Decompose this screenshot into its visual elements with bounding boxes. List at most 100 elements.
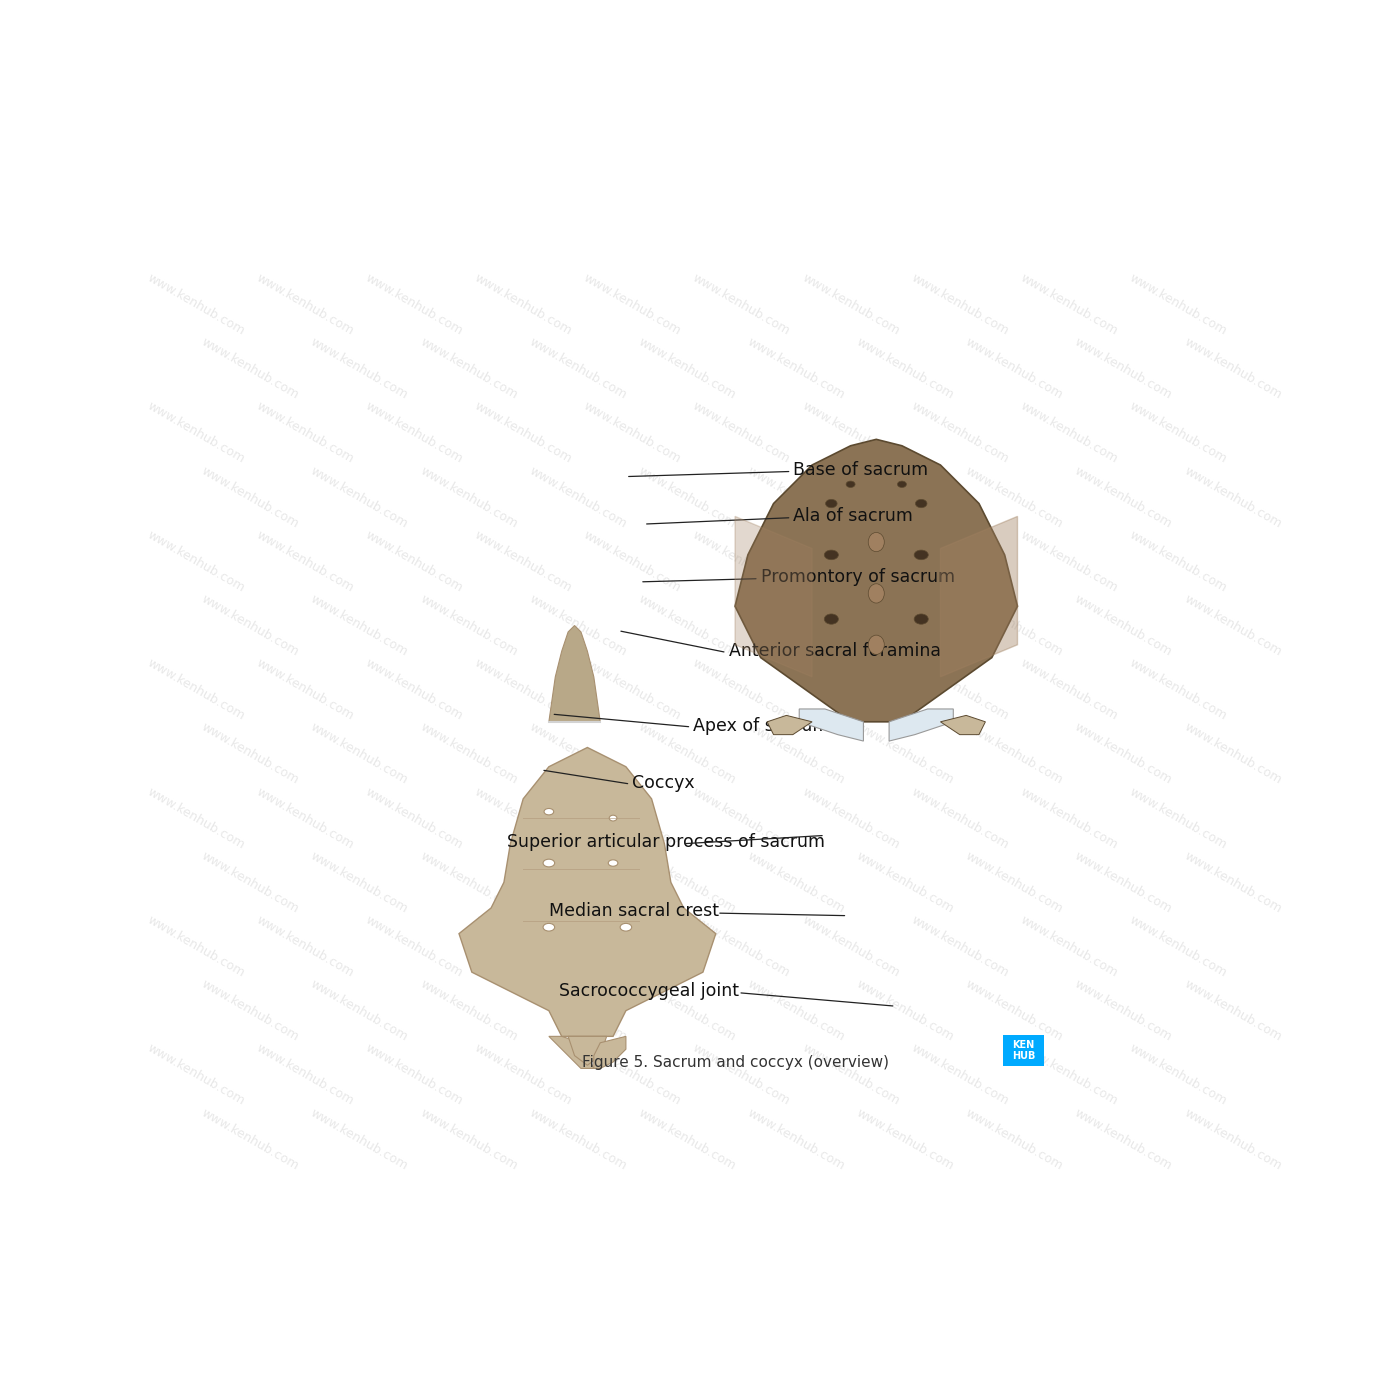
Text: www.kenhub.com: www.kenhub.com bbox=[581, 1042, 683, 1107]
Text: www.kenhub.com: www.kenhub.com bbox=[144, 528, 246, 595]
Text: Apex of sacrum: Apex of sacrum bbox=[693, 717, 830, 735]
Text: www.kenhub.com: www.kenhub.com bbox=[1018, 913, 1120, 980]
Text: www.kenhub.com: www.kenhub.com bbox=[199, 592, 301, 659]
Text: www.kenhub.com: www.kenhub.com bbox=[963, 977, 1065, 1044]
Text: www.kenhub.com: www.kenhub.com bbox=[308, 463, 410, 531]
Text: www.kenhub.com: www.kenhub.com bbox=[581, 272, 683, 337]
Text: www.kenhub.com: www.kenhub.com bbox=[308, 977, 410, 1044]
Text: www.kenhub.com: www.kenhub.com bbox=[253, 657, 356, 722]
Text: www.kenhub.com: www.kenhub.com bbox=[417, 977, 519, 1044]
Text: www.kenhub.com: www.kenhub.com bbox=[909, 785, 1011, 851]
Text: www.kenhub.com: www.kenhub.com bbox=[745, 977, 847, 1044]
Text: www.kenhub.com: www.kenhub.com bbox=[909, 272, 1011, 337]
Text: www.kenhub.com: www.kenhub.com bbox=[636, 977, 738, 1044]
Text: www.kenhub.com: www.kenhub.com bbox=[417, 463, 519, 531]
Text: www.kenhub.com: www.kenhub.com bbox=[799, 657, 902, 722]
Text: www.kenhub.com: www.kenhub.com bbox=[745, 592, 847, 659]
Text: www.kenhub.com: www.kenhub.com bbox=[1072, 592, 1175, 659]
Text: www.kenhub.com: www.kenhub.com bbox=[690, 785, 792, 851]
Text: www.kenhub.com: www.kenhub.com bbox=[1127, 272, 1229, 337]
Ellipse shape bbox=[897, 482, 906, 487]
Text: www.kenhub.com: www.kenhub.com bbox=[144, 400, 246, 466]
Text: www.kenhub.com: www.kenhub.com bbox=[636, 848, 738, 916]
Polygon shape bbox=[568, 1036, 606, 1065]
Text: www.kenhub.com: www.kenhub.com bbox=[472, 400, 574, 466]
Text: www.kenhub.com: www.kenhub.com bbox=[1182, 336, 1284, 402]
Text: www.kenhub.com: www.kenhub.com bbox=[417, 592, 519, 659]
Text: www.kenhub.com: www.kenhub.com bbox=[308, 721, 410, 787]
Text: www.kenhub.com: www.kenhub.com bbox=[1182, 463, 1284, 531]
Polygon shape bbox=[735, 440, 1018, 722]
Text: www.kenhub.com: www.kenhub.com bbox=[1072, 977, 1175, 1044]
Text: www.kenhub.com: www.kenhub.com bbox=[472, 657, 574, 722]
Text: www.kenhub.com: www.kenhub.com bbox=[253, 913, 356, 980]
Text: www.kenhub.com: www.kenhub.com bbox=[144, 913, 246, 980]
Text: www.kenhub.com: www.kenhub.com bbox=[253, 528, 356, 595]
Text: www.kenhub.com: www.kenhub.com bbox=[417, 848, 519, 916]
Text: www.kenhub.com: www.kenhub.com bbox=[636, 1106, 738, 1172]
Text: www.kenhub.com: www.kenhub.com bbox=[799, 1042, 902, 1107]
Text: www.kenhub.com: www.kenhub.com bbox=[581, 528, 683, 595]
Text: www.kenhub.com: www.kenhub.com bbox=[1018, 785, 1120, 851]
Polygon shape bbox=[941, 517, 1018, 676]
Text: Anterior sacral foramina: Anterior sacral foramina bbox=[728, 643, 941, 661]
Text: www.kenhub.com: www.kenhub.com bbox=[909, 913, 1011, 980]
Text: www.kenhub.com: www.kenhub.com bbox=[1182, 1106, 1284, 1172]
Text: www.kenhub.com: www.kenhub.com bbox=[199, 463, 301, 531]
Text: www.kenhub.com: www.kenhub.com bbox=[854, 721, 956, 787]
Text: www.kenhub.com: www.kenhub.com bbox=[1182, 592, 1284, 659]
Ellipse shape bbox=[608, 860, 617, 867]
Text: www.kenhub.com: www.kenhub.com bbox=[963, 463, 1065, 531]
Text: www.kenhub.com: www.kenhub.com bbox=[199, 848, 301, 916]
Text: www.kenhub.com: www.kenhub.com bbox=[963, 848, 1065, 916]
Text: www.kenhub.com: www.kenhub.com bbox=[963, 592, 1065, 659]
Ellipse shape bbox=[826, 500, 837, 508]
Text: www.kenhub.com: www.kenhub.com bbox=[1127, 913, 1229, 980]
Ellipse shape bbox=[916, 500, 927, 508]
Text: www.kenhub.com: www.kenhub.com bbox=[1018, 528, 1120, 595]
Text: www.kenhub.com: www.kenhub.com bbox=[745, 1106, 847, 1172]
Text: www.kenhub.com: www.kenhub.com bbox=[363, 657, 465, 722]
Polygon shape bbox=[549, 1036, 594, 1068]
Text: www.kenhub.com: www.kenhub.com bbox=[1127, 1042, 1229, 1107]
Ellipse shape bbox=[543, 924, 554, 931]
Text: www.kenhub.com: www.kenhub.com bbox=[526, 848, 629, 916]
Ellipse shape bbox=[868, 532, 885, 552]
Text: www.kenhub.com: www.kenhub.com bbox=[526, 592, 629, 659]
Text: Median sacral crest: Median sacral crest bbox=[549, 902, 718, 920]
Text: www.kenhub.com: www.kenhub.com bbox=[253, 400, 356, 466]
Text: www.kenhub.com: www.kenhub.com bbox=[526, 977, 629, 1044]
Polygon shape bbox=[767, 715, 812, 735]
Text: www.kenhub.com: www.kenhub.com bbox=[144, 1042, 246, 1107]
Text: www.kenhub.com: www.kenhub.com bbox=[581, 657, 683, 722]
Text: www.kenhub.com: www.kenhub.com bbox=[581, 913, 683, 980]
Text: www.kenhub.com: www.kenhub.com bbox=[745, 721, 847, 787]
Text: www.kenhub.com: www.kenhub.com bbox=[636, 463, 738, 531]
Text: www.kenhub.com: www.kenhub.com bbox=[1018, 400, 1120, 466]
Text: www.kenhub.com: www.kenhub.com bbox=[417, 336, 519, 402]
Polygon shape bbox=[941, 715, 986, 735]
Ellipse shape bbox=[825, 550, 839, 560]
Text: www.kenhub.com: www.kenhub.com bbox=[581, 400, 683, 466]
Ellipse shape bbox=[545, 808, 553, 815]
Text: www.kenhub.com: www.kenhub.com bbox=[690, 913, 792, 980]
Text: www.kenhub.com: www.kenhub.com bbox=[854, 977, 956, 1044]
Text: Superior articular process of sacrum: Superior articular process of sacrum bbox=[507, 833, 825, 851]
Ellipse shape bbox=[543, 860, 554, 867]
Text: www.kenhub.com: www.kenhub.com bbox=[253, 272, 356, 337]
Text: www.kenhub.com: www.kenhub.com bbox=[799, 785, 902, 851]
Polygon shape bbox=[735, 517, 812, 676]
Polygon shape bbox=[799, 708, 864, 741]
Text: www.kenhub.com: www.kenhub.com bbox=[1182, 977, 1284, 1044]
Text: www.kenhub.com: www.kenhub.com bbox=[909, 657, 1011, 722]
Ellipse shape bbox=[846, 482, 855, 487]
Polygon shape bbox=[594, 1036, 626, 1068]
Text: www.kenhub.com: www.kenhub.com bbox=[144, 657, 246, 722]
Text: www.kenhub.com: www.kenhub.com bbox=[690, 1042, 792, 1107]
Text: www.kenhub.com: www.kenhub.com bbox=[690, 400, 792, 466]
Text: www.kenhub.com: www.kenhub.com bbox=[799, 400, 902, 466]
Text: Coccyx: Coccyx bbox=[633, 774, 694, 792]
Text: www.kenhub.com: www.kenhub.com bbox=[799, 528, 902, 595]
Ellipse shape bbox=[609, 815, 617, 820]
Text: www.kenhub.com: www.kenhub.com bbox=[1182, 721, 1284, 787]
